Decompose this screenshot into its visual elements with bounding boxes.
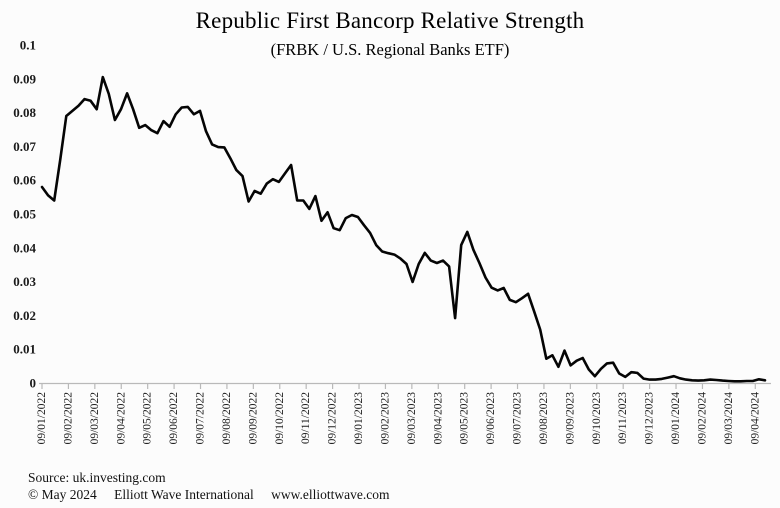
x-axis-label: 09/01/2023 (353, 392, 365, 445)
x-axis-label: 09/06/2022 (168, 392, 180, 445)
y-axis-label: 0.08 (13, 105, 36, 120)
website-text: www.elliottwave.com (271, 487, 390, 502)
x-axis-label: 09/04/2024 (749, 392, 761, 445)
x-axis-label: 09/12/2023 (644, 392, 656, 445)
y-axis-label: 0.06 (13, 173, 36, 188)
x-axis-label: 09/03/2022 (89, 392, 101, 445)
x-axis-label: 09/03/2024 (723, 392, 735, 445)
x-axis-label: 09/09/2022 (247, 392, 259, 445)
x-axis-label: 09/05/2023 (459, 392, 471, 445)
y-axis-label: 0 (30, 376, 37, 391)
x-axis-label: 09/11/2023 (617, 392, 629, 444)
y-axis-label: 0.05 (13, 207, 36, 222)
copyright-text: © May 2024 (28, 487, 97, 502)
y-axis-label: 0.04 (13, 240, 36, 255)
y-axis-label: 0.02 (13, 308, 36, 323)
x-axis-label: 09/02/2022 (62, 392, 74, 445)
x-axis-label: 09/01/2024 (670, 392, 682, 445)
x-axis-label: 09/05/2022 (142, 392, 154, 445)
relative-strength-line (40, 75, 767, 383)
x-axis-label: 09/06/2023 (485, 392, 497, 445)
chart-subtitle: (FRBK / U.S. Regional Banks ETF) (270, 40, 510, 59)
x-axis-label: 09/03/2023 (406, 392, 418, 445)
x-axis-label: 09/11/2022 (300, 392, 312, 444)
x-axis-label: 09/08/2022 (221, 392, 233, 445)
x-axis-label: 09/02/2023 (379, 392, 391, 445)
x-axis-label: 09/07/2022 (195, 392, 207, 445)
y-axis-label: 0.01 (13, 342, 36, 357)
x-axis-label: 09/01/2022 (36, 392, 48, 445)
organization-text: Elliott Wave International (114, 487, 254, 502)
chart-footer: Source: uk.investing.com © May 2024 Elli… (28, 469, 389, 503)
y-axis-label: 0.03 (13, 274, 36, 289)
x-axis-label: 09/10/2022 (274, 392, 286, 445)
x-axis-label: 09/04/2022 (115, 392, 127, 445)
y-axis-label: 0.09 (13, 71, 36, 86)
y-axis-label: 0.1 (20, 38, 36, 53)
copyright-line: © May 2024 Elliott Wave International ww… (28, 486, 389, 503)
y-axis-label: 0.07 (13, 139, 36, 154)
x-axis-label: 09/07/2023 (512, 392, 524, 445)
x-axis-label: 09/10/2023 (591, 392, 603, 445)
chart-title: Republic First Bancorp Relative Strength (195, 8, 585, 33)
x-axis-label: 09/12/2022 (327, 392, 339, 445)
x-axis-label: 09/08/2023 (538, 392, 550, 445)
source-note: Source: uk.investing.com (28, 470, 166, 485)
x-axis-label: 09/04/2023 (432, 392, 444, 445)
x-axis-label: 09/09/2023 (564, 392, 576, 445)
x-axis-label: 09/02/2024 (696, 392, 708, 445)
